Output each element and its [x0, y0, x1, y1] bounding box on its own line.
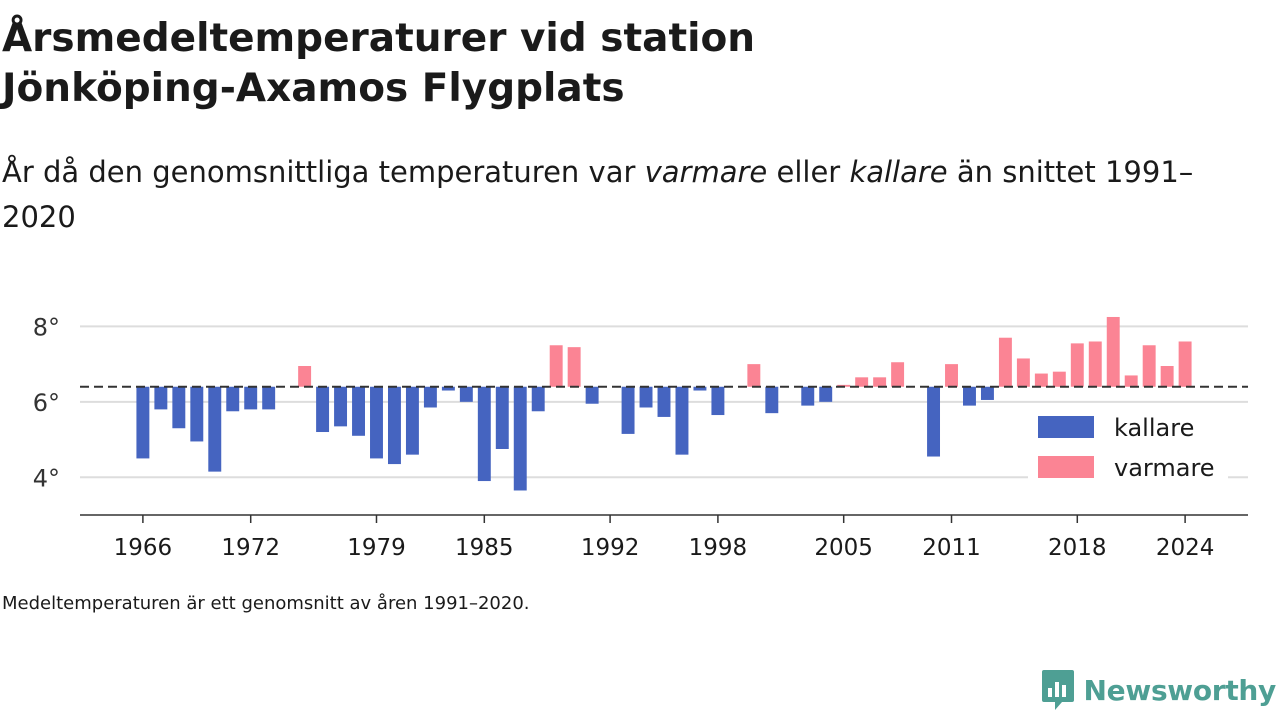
subtitle-text-3: än snittet 1991–2020	[2, 155, 1194, 234]
bar-1988	[531, 386, 545, 412]
bars	[136, 316, 1192, 491]
bar-2010	[927, 386, 941, 457]
bar-1998	[711, 386, 725, 416]
bar-2008	[891, 362, 905, 387]
y-axis-labels: 4° 6° 8°	[33, 313, 60, 492]
bar-1994	[639, 386, 653, 408]
y-tick-label: 6°	[33, 389, 60, 417]
bar-1995	[657, 386, 671, 417]
bar-2014	[998, 337, 1012, 387]
bar-2011	[945, 364, 958, 387]
x-tick-label: 2018	[1048, 535, 1107, 561]
x-axis-ticks: 1966 1972 1979 1985 1992 1998 2005 2011 2018 2024	[114, 515, 1215, 561]
bar-2023	[1160, 366, 1174, 387]
bar-1973	[262, 386, 276, 410]
x-tick-label: 1972	[221, 535, 280, 561]
bar-2007	[873, 377, 887, 387]
chart-subtitle: År då den genomsnittliga temperaturen va…	[2, 150, 1252, 240]
bar-1986	[495, 386, 509, 449]
legend-colder-swatch	[1038, 416, 1094, 438]
bar-1987	[513, 386, 527, 491]
x-tick-label: 1966	[114, 535, 173, 561]
subtitle-colder-word: kallare	[849, 155, 948, 189]
bar-2021	[1124, 375, 1138, 387]
bar-1976	[316, 386, 330, 433]
chart-title-line2: Jönköping-Axamos Flygplats	[2, 66, 625, 111]
subtitle-text-1: År då den genomsnittliga temperaturen va…	[2, 155, 645, 189]
chart-title: Årsmedeltemperaturer vid station Jönköpi…	[2, 14, 902, 114]
bar-2022	[1142, 345, 1156, 387]
newsworthy-logo-text: Newsworthy	[1083, 673, 1277, 707]
bar-1975	[298, 366, 312, 387]
subtitle-warmer-word: varmare	[644, 155, 768, 189]
bar-2000	[747, 364, 761, 387]
legend-warmer-swatch	[1038, 456, 1094, 478]
bar-2017	[1052, 371, 1066, 387]
x-tick-label: 1992	[581, 535, 640, 561]
bar-1966	[136, 386, 150, 459]
y-tick-label: 8°	[33, 313, 60, 341]
bar-1981	[405, 386, 419, 455]
bar-1993	[621, 386, 635, 434]
bar-2015	[1016, 358, 1030, 387]
subtitle-text-2: eller	[767, 155, 850, 189]
temperature-bar-chart: 4° 6° 8° 1966 1972 1979 1985 1992 1998 2005 2011 2…	[33, 313, 1248, 561]
bar-2006	[855, 377, 869, 387]
newsworthy-logo-icon	[1041, 670, 1074, 710]
bar-1977	[334, 386, 348, 427]
bar-2018	[1070, 343, 1084, 387]
x-tick-label: 1998	[689, 535, 748, 561]
bar-2020	[1106, 316, 1120, 387]
legend-warmer-label: varmare	[1114, 454, 1215, 482]
bar-2019	[1088, 341, 1102, 387]
y-tick-label: 4°	[33, 464, 60, 492]
bar-1968	[172, 386, 186, 429]
bar-1991	[585, 386, 599, 404]
bar-2012	[963, 386, 976, 406]
bar-1982	[423, 386, 437, 408]
bar-2003	[801, 386, 815, 406]
bar-2016	[1034, 373, 1048, 387]
footnote: Medeltemperaturen är ett genomsnitt av å…	[2, 593, 530, 614]
legend: kallare varmare	[1028, 410, 1228, 485]
x-tick-label: 1985	[455, 535, 514, 561]
chart-title-line1: Årsmedeltemperaturer vid station	[2, 16, 756, 61]
x-tick-label: 2024	[1156, 535, 1215, 561]
bar-1997	[693, 386, 707, 391]
bar-2024	[1178, 341, 1192, 387]
bar-1990	[567, 347, 581, 387]
bar-2004	[819, 386, 833, 402]
bar-1970	[208, 386, 222, 472]
bar-1969	[190, 386, 204, 442]
bar-1985	[477, 386, 491, 482]
bar-1971	[226, 386, 240, 412]
bar-1983	[441, 386, 455, 391]
bar-1967	[154, 386, 168, 410]
bar-1989	[549, 345, 563, 387]
bar-1979	[370, 386, 383, 459]
x-tick-label: 2005	[814, 535, 873, 561]
x-tick-label: 2011	[922, 535, 981, 561]
bar-1972	[244, 386, 258, 410]
bar-1984	[459, 386, 473, 402]
legend-colder-label: kallare	[1114, 414, 1194, 442]
bar-1978	[352, 386, 365, 436]
newsworthy-logo: Newsworthy	[1040, 668, 1276, 712]
bar-2001	[765, 386, 779, 414]
bar-1996	[675, 386, 689, 455]
bar-2013	[980, 386, 994, 400]
bar-1980	[387, 386, 401, 465]
x-tick-label: 1979	[347, 535, 406, 561]
